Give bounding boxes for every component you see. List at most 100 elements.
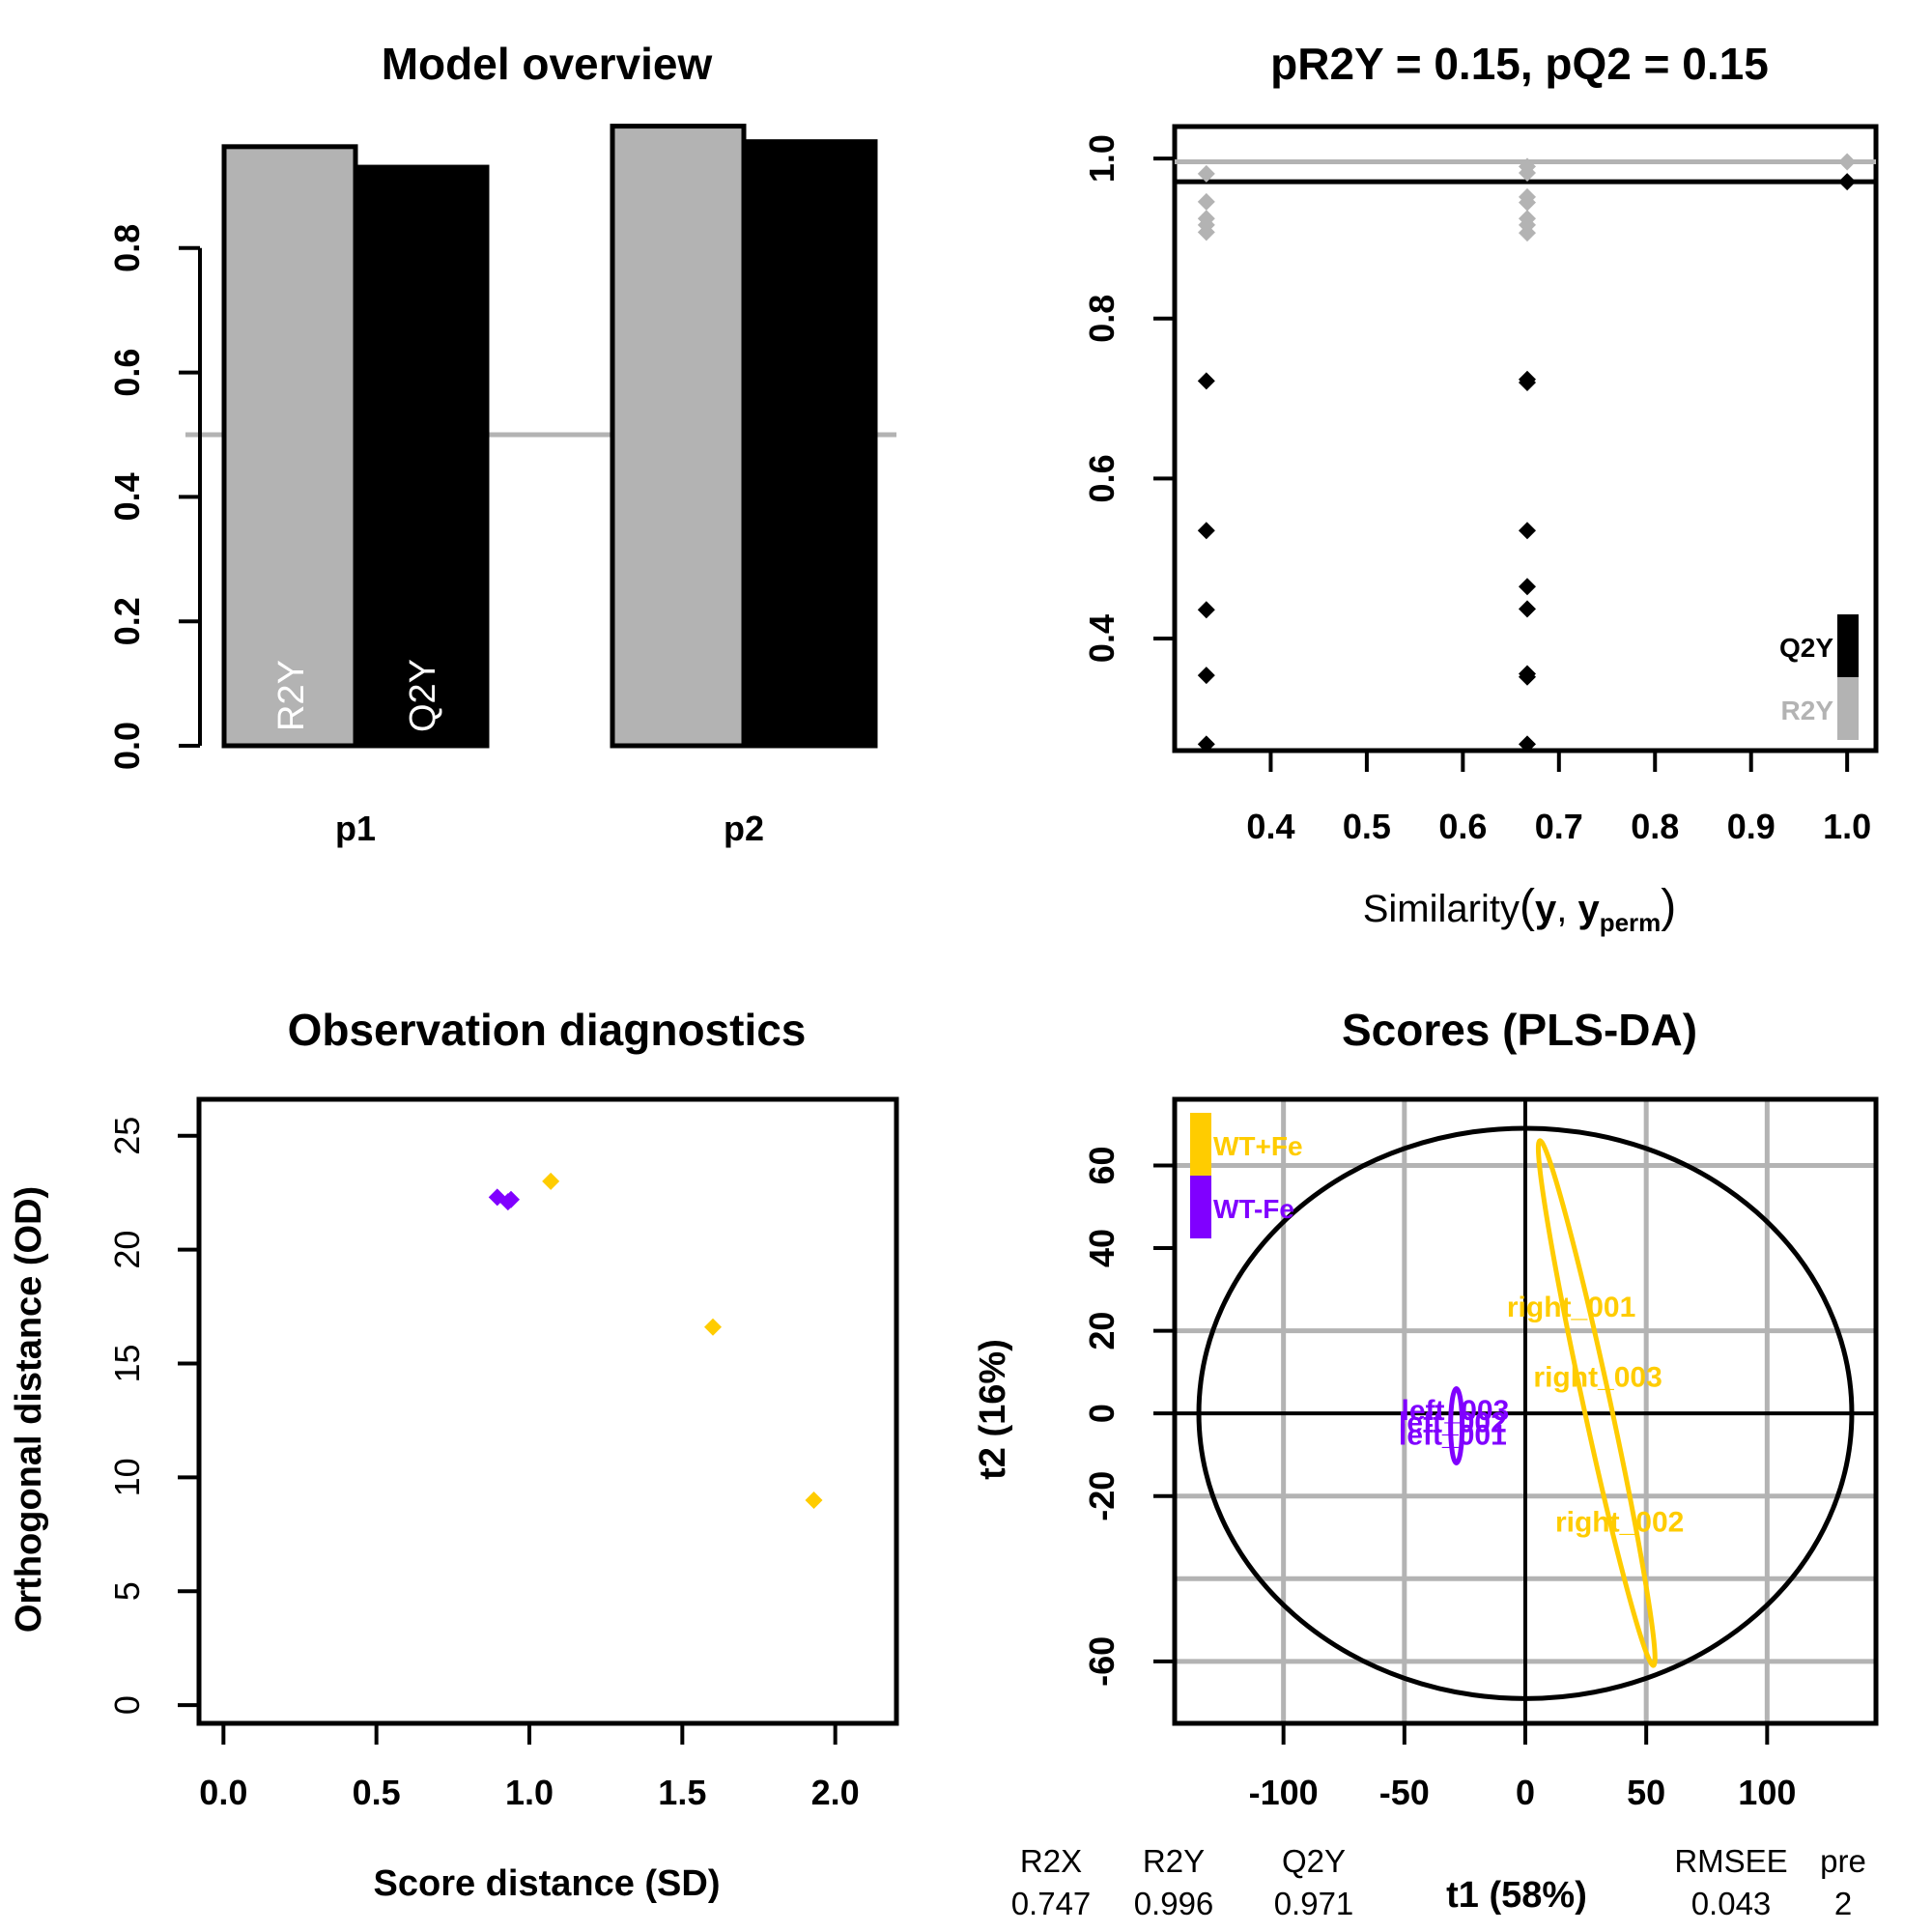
point-Q2Y	[1197, 601, 1215, 619]
summary-value: 0.747	[1011, 1886, 1092, 1921]
model-overview-panel: Model overview R2Y Q2Y 0.0 0.2 0.4 0.6 0.8 p1…	[107, 39, 896, 848]
y-tick-label: 1.0	[1082, 134, 1122, 183]
x-axis-label: Similarity(y, yperm)	[1363, 881, 1677, 937]
summary-value: 0.043	[1691, 1886, 1772, 1921]
point-WT-Fe	[502, 1190, 520, 1208]
point-Q2Y	[1838, 173, 1857, 191]
x-tick-label: 0.5	[353, 1773, 401, 1812]
summary-header: R2X	[1020, 1843, 1082, 1879]
bar-label-R2Y: R2Y	[271, 660, 312, 731]
x-tick-label: 50	[1627, 1773, 1665, 1812]
y-tick-label: 10	[107, 1458, 147, 1496]
y-tick-label: 5	[107, 1581, 147, 1601]
observation-label: right_003	[1533, 1362, 1662, 1394]
point-Q2Y	[1518, 522, 1536, 540]
x-axis-label: Score distance (SD)	[374, 1863, 721, 1904]
observation-label: left_001	[1399, 1420, 1507, 1452]
y-tick-label: 0	[107, 1695, 147, 1715]
y-tick-label: 0	[1082, 1404, 1122, 1423]
point-Q2Y	[1518, 668, 1536, 686]
y-tick-label: 25	[107, 1117, 147, 1155]
plot-area: 0.4 0.5 0.6 0.7 0.8 0.9 1.0 0.4 0.6 0.8 1.0 Q2Y R2Y	[1082, 124, 1879, 846]
point-Q2Y	[1518, 600, 1536, 618]
point-R2Y	[1518, 193, 1536, 212]
x-tick-label: 2.0	[811, 1773, 860, 1812]
observation-label: right_001	[1507, 1292, 1635, 1323]
legend-swatch-WT+Fe	[1190, 1113, 1211, 1176]
y-tick-label: 0.4	[1082, 614, 1122, 663]
y-tick-label: 0.2	[107, 597, 147, 645]
permutation-panel: pR2Y = 0.15, pQ2 = 0.15 0.4 0.5 0.6 0.7 0.8 0…	[1082, 39, 1879, 937]
x-tick-label: 1.0	[1823, 807, 1871, 846]
plot-frame	[196, 1096, 899, 1726]
x-tick-label: 0.6	[1438, 807, 1487, 846]
point-Q2Y	[1518, 578, 1536, 596]
legend-swatch-Q2Y	[1837, 614, 1859, 677]
point-Q2Y	[1518, 735, 1536, 753]
y-tick-label: 60	[1082, 1146, 1122, 1184]
y-tick-label: 40	[1082, 1229, 1122, 1267]
observation-diagnostics-panel: Observation diagnostics 0.0 0.5 1.0 1.5 2.00…	[9, 1005, 899, 1904]
y-tick-label: 0.8	[107, 224, 147, 272]
point-WT+Fe	[704, 1318, 722, 1336]
x-tick-label: -50	[1379, 1773, 1430, 1812]
legend: Q2Y R2Y	[1779, 614, 1859, 740]
point-Q2Y	[1518, 374, 1536, 392]
x-tick-label: 0.9	[1727, 807, 1776, 846]
y-tick-label: 20	[107, 1231, 147, 1269]
x-tick-label: 1.5	[658, 1773, 706, 1812]
observation-label: right_002	[1555, 1506, 1684, 1538]
summary-value: 0.971	[1274, 1886, 1354, 1921]
bar-Q2Y-p1	[353, 164, 490, 749]
y-tick-label: 0.8	[1082, 295, 1122, 343]
bar-label-Q2Y: Q2Y	[403, 659, 443, 732]
plot-area: 0.0 0.5 1.0 1.5 2.0 0 5 10 15 20 25	[107, 1096, 899, 1812]
chart-title: Scores (PLS-DA)	[1342, 1005, 1697, 1055]
y-axis-label: Orthogonal distance (OD)	[9, 1186, 49, 1633]
point-WT+Fe	[805, 1491, 823, 1509]
legend-label: R2Y	[1781, 696, 1834, 725]
x-tick-label: 0.4	[1246, 807, 1294, 846]
x-axis-label: t1 (58%)	[1446, 1875, 1587, 1916]
bar-Q2Y-p2	[741, 139, 878, 749]
observation-label: left_002	[1399, 1407, 1507, 1439]
bar-R2Y-p1	[221, 144, 358, 749]
point-Q2Y	[1197, 372, 1215, 390]
y-tick-label: 0.0	[107, 722, 147, 770]
point-Q2Y	[1197, 667, 1215, 685]
hotelling-ellipse	[1196, 1125, 1855, 1701]
x-tick-label: 0.8	[1631, 807, 1679, 846]
summary-header: R2Y	[1143, 1843, 1205, 1879]
chart-title: Observation diagnostics	[288, 1005, 807, 1055]
summary-header: Q2Y	[1282, 1843, 1346, 1879]
point-R2Y	[1197, 164, 1215, 183]
y-tick-label: 0.4	[107, 472, 147, 521]
x-axis-label-main: Similarity	[1363, 888, 1520, 930]
x-axis-labels: p1 p2	[335, 809, 764, 848]
group-ellipse-WT+Fe	[1535, 1138, 1658, 1668]
y-tick-label: -60	[1082, 1636, 1122, 1687]
summary-value: 0.996	[1134, 1886, 1214, 1921]
point-WT+Fe	[542, 1172, 560, 1190]
y-tick-label: 0.6	[107, 349, 147, 397]
x-tick-label: 100	[1738, 1773, 1796, 1812]
y-axis: 0.0 0.2 0.4 0.6 0.8	[107, 224, 202, 770]
point-Q2Y	[1197, 735, 1215, 753]
chart-title: Model overview	[382, 39, 713, 89]
legend: WT+Fe WT-Fe	[1190, 1113, 1303, 1238]
y-tick-label: 20	[1082, 1312, 1122, 1350]
point-R2Y	[1518, 224, 1536, 242]
x-tick-label: p1	[335, 809, 376, 848]
chart-title: pR2Y = 0.15, pQ2 = 0.15	[1270, 39, 1769, 89]
summary-header: RMSEE	[1674, 1843, 1787, 1879]
scores-plsda-panel: Scores (PLS-DA) right_001 right_003 right_…	[973, 1005, 1879, 1921]
x-tick-label: 1.0	[505, 1773, 554, 1812]
x-axis-label-arg-1: y	[1535, 888, 1557, 930]
legend-label: WT+Fe	[1213, 1131, 1303, 1161]
legend-swatch-WT-Fe	[1190, 1176, 1211, 1238]
legend-swatch-R2Y	[1837, 677, 1859, 740]
point-R2Y	[1197, 192, 1215, 211]
x-tick-label: 0	[1516, 1773, 1535, 1812]
legend-label: WT-Fe	[1213, 1194, 1294, 1224]
